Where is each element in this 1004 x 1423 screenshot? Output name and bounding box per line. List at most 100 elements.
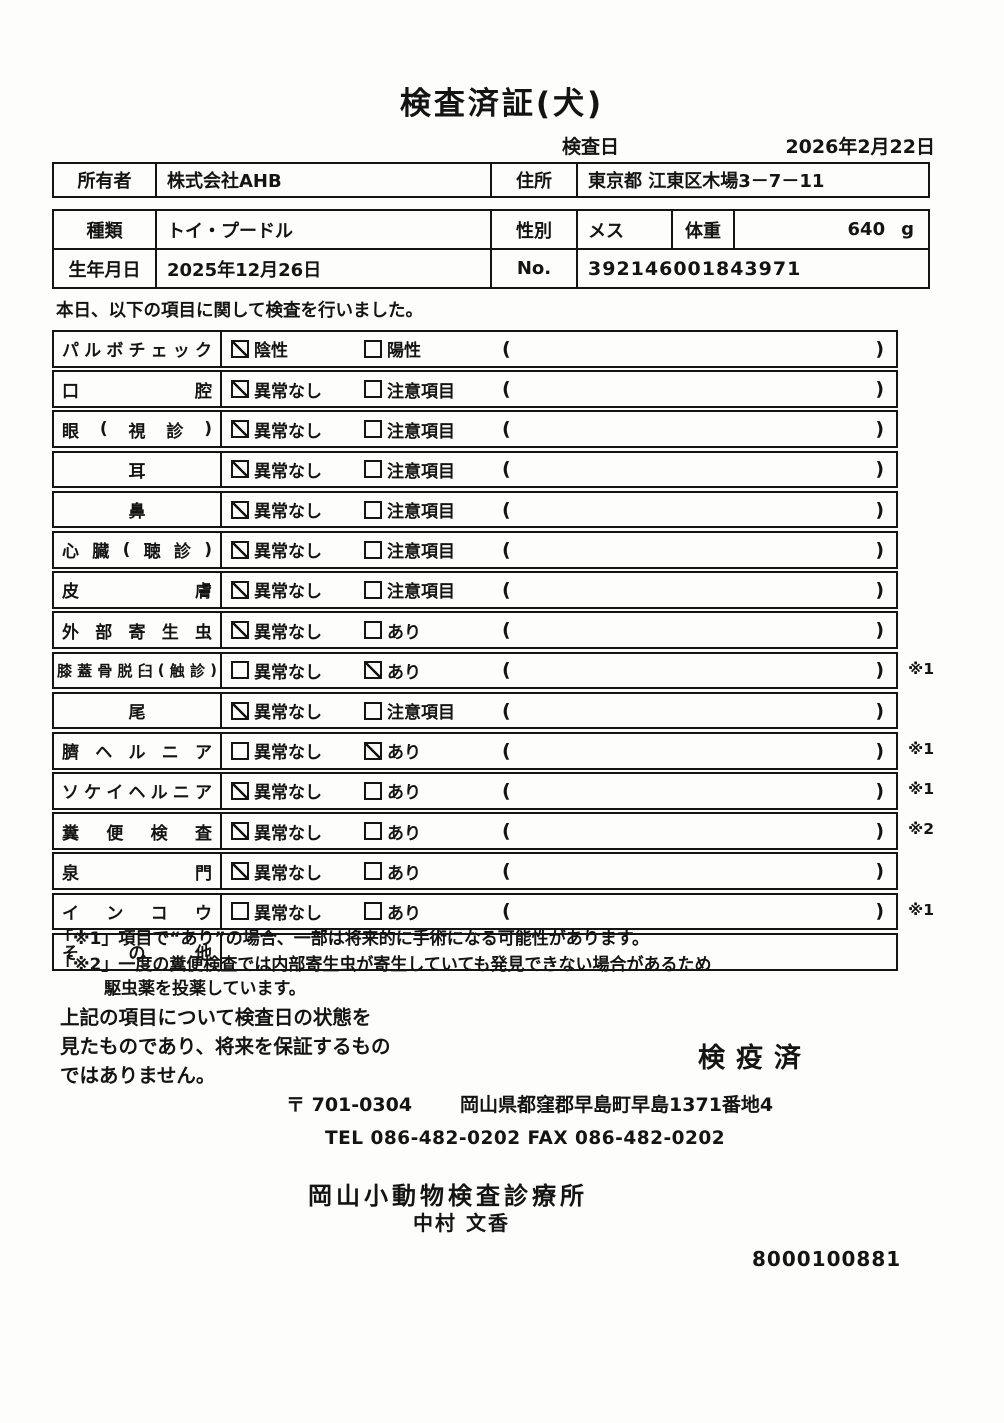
- footnote-marker: ※1: [908, 780, 934, 799]
- checked-checkbox-icon: [364, 661, 382, 680]
- address-label: 住所: [492, 164, 578, 196]
- item-label: 膝蓋骨脱臼(触診): [54, 653, 222, 688]
- item-label: 皮膚: [54, 573, 222, 607]
- clinic-tel-fax: TEL 086-482-0202 FAX 086-482-0202: [325, 1128, 726, 1149]
- checked-checkbox-icon: [364, 741, 382, 760]
- checked-checkbox-icon: [231, 500, 249, 519]
- clinic-name: 岡山小動物検査診療所: [308, 1182, 588, 1210]
- checklist-option: 異常なし: [231, 698, 364, 723]
- clinic-postal-code: 〒 701-0304: [286, 1094, 413, 1116]
- row-options: 異常なし あり (): [222, 774, 896, 808]
- checked-checkbox-icon: [231, 420, 249, 439]
- breed-row: 種類 トイ・プードル 性別 メス 体重 640 g: [54, 211, 928, 248]
- item-label: 糞便検査: [54, 814, 222, 848]
- row-options: 異常なし 注意項目 (): [222, 412, 896, 446]
- checked-checkbox-icon: [231, 460, 249, 479]
- birthdate-value: 2025年12月26日: [157, 250, 492, 287]
- unchecked-checkbox-icon: [364, 621, 382, 640]
- option-label: 異常なし: [254, 542, 322, 563]
- checklist-row: 臍ヘルニア 異常なし あり () ※1: [52, 731, 934, 770]
- option-label: 陽性: [387, 341, 421, 362]
- item-label: 臍ヘルニア: [54, 733, 222, 768]
- option-label: 異常なし: [254, 662, 322, 683]
- remarks-parentheses: (): [502, 538, 884, 561]
- unchecked-checkbox-icon: [364, 540, 382, 559]
- checklist-option: 異常なし: [231, 537, 364, 562]
- option-label: あり: [387, 903, 421, 924]
- weight-value-cell: 640 g: [735, 211, 928, 248]
- checklist-option: 注意項目: [364, 698, 502, 723]
- unchecked-checkbox-icon: [364, 420, 382, 439]
- unchecked-checkbox-icon: [364, 862, 382, 881]
- checklist-option: 注意項目: [364, 457, 502, 482]
- row-options: 異常なし あり (): [222, 895, 896, 929]
- unchecked-checkbox-icon: [231, 661, 249, 680]
- option-label: 異常なし: [254, 903, 322, 924]
- row-options: 異常なし 注意項目 (): [222, 694, 896, 728]
- inspection-date-value: 2026年2月22日: [785, 136, 935, 158]
- checklist-row: ソケイヘルニア 異常なし あり () ※1: [52, 772, 934, 810]
- breed-value: トイ・プードル: [157, 211, 492, 248]
- item-label: 尾: [54, 693, 222, 728]
- checklist-option: 異常なし: [231, 738, 364, 763]
- remarks-parentheses: (): [502, 578, 884, 601]
- footnote-marker: ※1: [908, 900, 934, 919]
- row-options: 異常なし あり (): [222, 734, 896, 768]
- unchecked-checkbox-icon: [364, 380, 382, 399]
- checklist-option: あり: [364, 738, 502, 763]
- disclaimer-line1: 上記の項目について検査日の状態を: [60, 1006, 372, 1029]
- no-value: 392146001843971: [588, 257, 802, 280]
- option-label: 異常なし: [254, 421, 322, 442]
- unchecked-checkbox-icon: [364, 701, 382, 720]
- unchecked-checkbox-icon: [231, 902, 249, 921]
- inspection-date-row: 検査日 2026年2月22日: [562, 132, 935, 159]
- checklist-option: 注意項目: [364, 417, 502, 442]
- remarks-parentheses: (): [502, 779, 884, 802]
- footnote-marker: ※2: [908, 820, 934, 839]
- birthdate-label: 生年月日: [54, 250, 157, 287]
- checklist-option: 注意項目: [364, 497, 502, 522]
- checklist-option: あり: [364, 859, 502, 884]
- option-label: あり: [387, 823, 421, 844]
- option-label: 異常なし: [254, 622, 322, 643]
- item-label: 鼻: [54, 492, 222, 527]
- checklist-row: 泉門 異常なし あり (): [52, 852, 898, 891]
- checklist-option: 陽性: [364, 336, 502, 361]
- option-label: 注意項目: [387, 582, 455, 603]
- option-label: 注意項目: [387, 421, 455, 442]
- item-label: 泉門: [54, 854, 222, 889]
- checklist-row: 耳 異常なし 注意項目 (): [52, 450, 898, 489]
- item-label: ソケイヘルニア: [54, 774, 222, 808]
- checklist-row: 膝蓋骨脱臼(触診) 異常なし あり () ※1: [52, 651, 934, 690]
- remarks-parentheses: (): [502, 820, 884, 843]
- serial-number: 8000100881: [752, 1247, 902, 1271]
- quarantine-stamp: 検疫済: [698, 1043, 812, 1074]
- unchecked-checkbox-icon: [364, 781, 382, 800]
- veterinarian-name: 中村 文香: [413, 1211, 510, 1235]
- checked-checkbox-icon: [231, 339, 249, 358]
- option-label: 異常なし: [254, 783, 322, 804]
- remarks-parentheses: (): [502, 699, 884, 722]
- checklist-option: 注意項目: [364, 537, 502, 562]
- checked-checkbox-icon: [231, 580, 249, 599]
- checklist-option: 異常なし: [231, 577, 364, 602]
- checklist-option: あり: [364, 658, 502, 683]
- option-label: 陰性: [254, 341, 288, 362]
- remarks-parentheses: (): [502, 498, 884, 521]
- row-options: 異常なし 注意項目 (): [222, 372, 896, 406]
- item-label: 耳: [54, 452, 222, 487]
- option-label: 注意項目: [387, 542, 455, 563]
- checklist-option: あり: [364, 778, 502, 803]
- checklist-option: 異常なし: [231, 819, 364, 844]
- option-label: 異常なし: [254, 863, 322, 884]
- checklist-row: 皮膚 異常なし 注意項目 (): [52, 571, 898, 609]
- footnote-1: 「※1」項目で“あり”の場合、一部は将来的に手術になる可能性があります。: [56, 929, 649, 949]
- row-options: 異常なし 注意項目 (): [222, 573, 896, 607]
- animal-info-table: 種類 トイ・プードル 性別 メス 体重 640 g 生年月日 2025年12月2…: [52, 209, 930, 289]
- remarks-parentheses: (): [502, 659, 884, 682]
- weight-label: 体重: [673, 211, 735, 248]
- owner-value: 株式会社AHB: [157, 164, 492, 196]
- option-label: 異常なし: [254, 743, 322, 764]
- page-title: 検査済証(犬): [399, 86, 605, 122]
